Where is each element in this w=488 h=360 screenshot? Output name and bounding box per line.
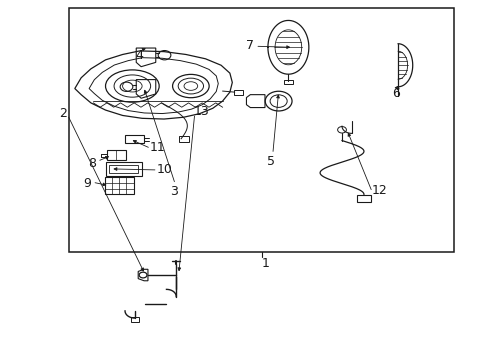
Bar [107, 150, 126, 160]
Text: 12: 12 [370, 184, 386, 197]
Text: 6: 6 [391, 87, 399, 100]
Bar [69, 8, 453, 252]
Bar [283, 80, 293, 84]
Bar [356, 195, 370, 202]
Bar [131, 318, 139, 321]
Bar [125, 135, 143, 143]
Text: 1: 1 [261, 257, 269, 270]
Bar [233, 90, 242, 95]
Text: 4: 4 [136, 49, 143, 62]
Bar [109, 165, 138, 173]
Text: 10: 10 [157, 163, 172, 176]
Text: 2: 2 [59, 107, 66, 120]
Text: 11: 11 [149, 141, 165, 154]
Text: 3: 3 [169, 185, 177, 198]
Text: 8: 8 [88, 157, 96, 170]
Bar [104, 177, 134, 194]
Text: 7: 7 [246, 39, 254, 52]
Text: 5: 5 [267, 155, 275, 168]
Text: 9: 9 [83, 177, 91, 190]
Bar [105, 162, 142, 176]
Bar [178, 136, 189, 141]
Text: 13: 13 [193, 105, 209, 118]
